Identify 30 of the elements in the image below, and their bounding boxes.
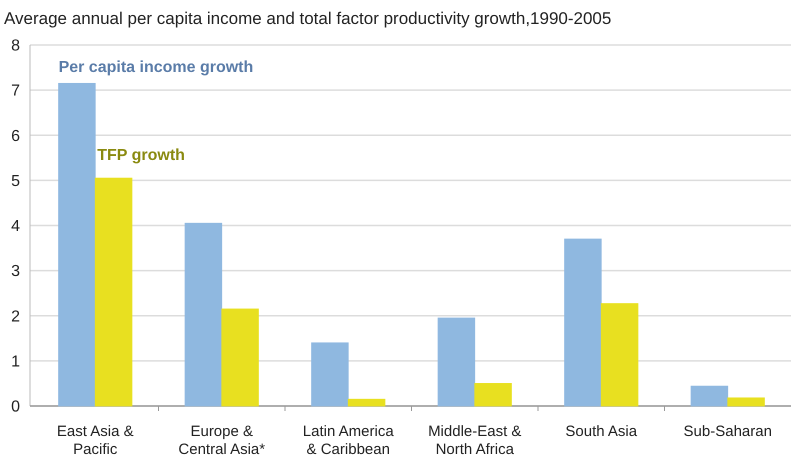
bar [564,238,602,406]
x-tick-label: South Asia [565,423,638,440]
chart-title: Average annual per capita income and total factor productivity growth,1990-2005 [4,9,612,28]
bar [184,222,222,406]
x-tick-label: Middle-East & North Africa [428,423,522,458]
bar [58,82,96,406]
bar [221,308,259,406]
x-tick-label: Latin America & Caribbean [302,423,394,458]
bar [438,318,476,406]
y-tick-label: 3 [11,263,20,280]
y-tick-label: 1 [11,353,20,370]
x-tick-label: Europe & Central Asia* [178,423,266,458]
series-label: Per capita income growth [58,59,254,76]
series-label: TFP growth [97,147,185,164]
x-tick-label: East Asia & Pacific [56,423,134,458]
y-tick-label: 8 [11,38,20,55]
y-tick-label: 4 [11,218,20,236]
bar [474,383,512,406]
bar [348,398,386,406]
bar [690,386,728,406]
bar [94,178,132,406]
y-tick-label: 0 [11,398,20,416]
y-tick-label: 5 [11,172,20,190]
bar [600,303,638,406]
y-tick-label: 2 [11,308,20,326]
x-tick-label: Sub-Saharan [684,423,772,440]
y-tick-label: 7 [11,82,20,100]
bar [727,397,765,406]
y-tick-label: 6 [11,128,20,145]
bar [311,342,349,406]
